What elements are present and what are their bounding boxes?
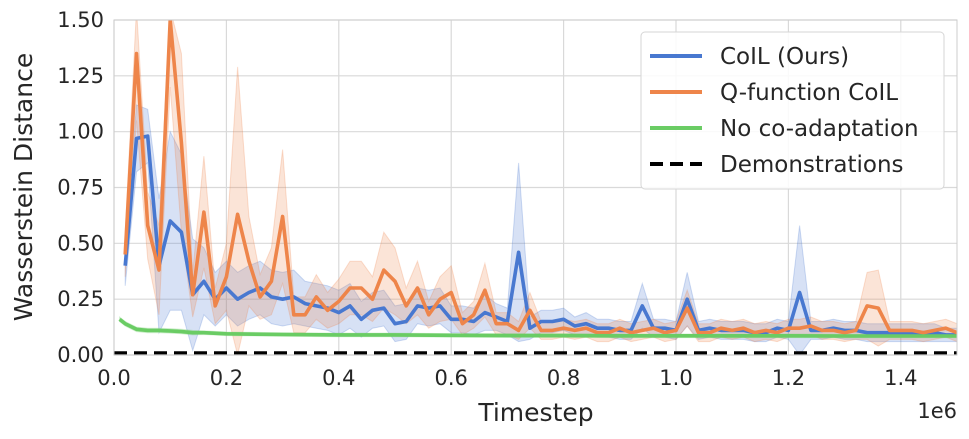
x-tick-label: 0.8 [547,366,580,390]
y-tick-label: 1.50 [57,8,104,32]
x-tick-label: 0.6 [434,366,467,390]
y-tick-label: 0.25 [57,287,104,311]
y-tick-label: 1.25 [57,64,104,88]
y-tick-label: 0.50 [57,231,104,255]
y-tick-label: 0.00 [57,343,104,367]
x-tick-label: 1.4 [884,366,917,390]
q-function-coil-line [123,20,957,335]
x-offset-label: 1e6 [917,399,957,423]
x-tick-labels: 0.0 0.2 0.4 0.6 0.8 1.0 1.2 1.4 [97,366,917,390]
x-tick-label: 1.0 [659,366,692,390]
no-co-adaptation-line [118,317,957,338]
legend-label-demonstrations: Demonstrations [720,152,904,178]
legend-box [640,31,945,190]
x-tick-label: 0.0 [97,366,130,390]
legend-label-coil-ours: CoIL (Ours) [720,44,849,70]
legend-label-no-co-adaptation: No co-adaptation [720,116,919,142]
series-lines [114,20,957,355]
x-tick-label: 1.2 [772,366,805,390]
q-function-coil-band [124,20,957,355]
y-tick-label: 0.75 [57,176,104,200]
x-tick-label: 0.2 [210,366,243,390]
y-tick-labels: 0.00 0.25 0.50 0.75 1.00 1.25 1.50 [57,8,104,367]
y-axis-label: Wasserstein Distance [9,53,38,321]
legend-label-q-function-coil: Q-function CoIL [720,80,898,106]
y-tick-label: 1.00 [57,120,104,144]
plot-frame [113,19,958,356]
legend: CoIL (Ours) Q-function CoIL No co-adaptati… [640,31,945,190]
x-tick-label: 0.4 [322,366,355,390]
x-axis-label: Timestep [477,398,593,427]
